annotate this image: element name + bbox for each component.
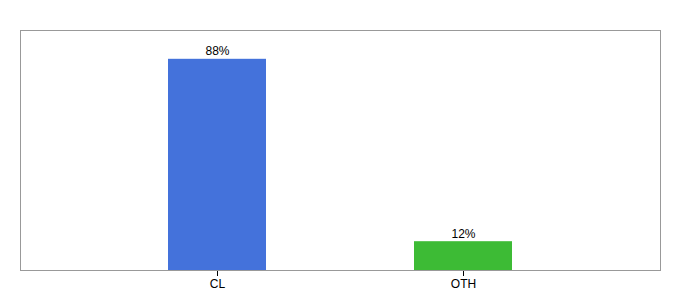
svg-text:88%: 88% bbox=[205, 44, 229, 58]
svg-text:OTH: OTH bbox=[451, 277, 476, 291]
svg-text:CL: CL bbox=[210, 277, 226, 291]
svg-text:12%: 12% bbox=[451, 227, 475, 241]
